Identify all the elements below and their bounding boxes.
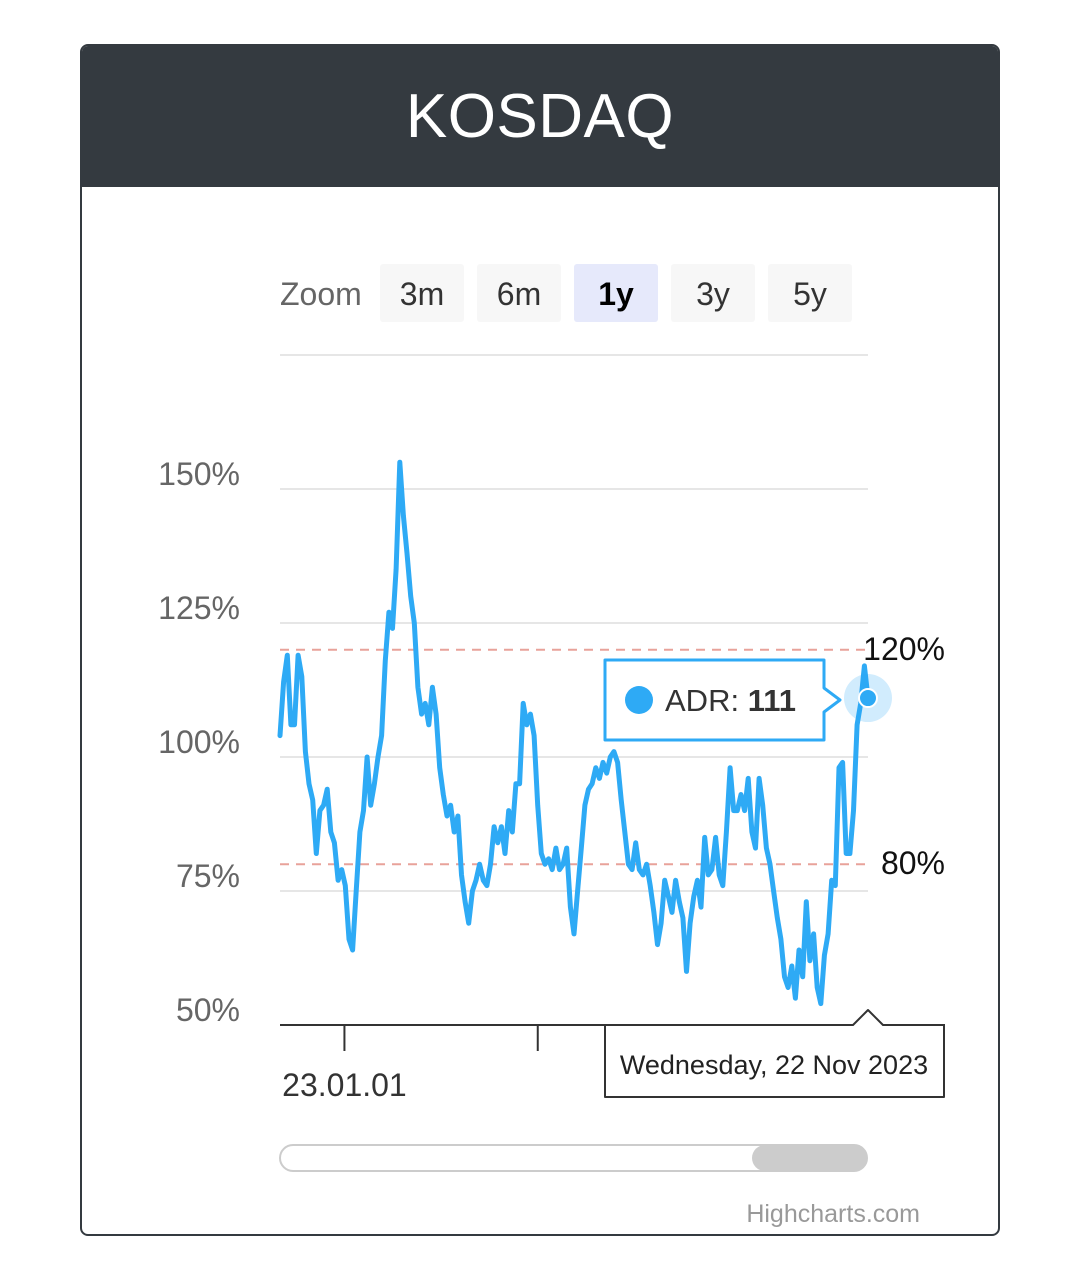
zoom-button-3m[interactable]: 3m [380, 264, 464, 322]
credits-link[interactable]: Highcharts.com [746, 1200, 920, 1228]
tooltip-series-name: ADR: [665, 683, 748, 718]
zoom-button-label: 6m [497, 276, 541, 312]
x-tick-label: 23.01.01 [282, 1067, 407, 1103]
tooltip: ADR: 111 [603, 658, 842, 742]
zoom-button-5y[interactable]: 5y [768, 264, 852, 322]
card-title: KOSDAQ [405, 82, 675, 151]
zoom-button-1y[interactable]: 1y [574, 264, 658, 322]
navigator-scrollbar[interactable] [279, 1144, 868, 1172]
zoom-button-label: 1y [598, 276, 634, 312]
card-header: KOSDAQ [82, 46, 998, 187]
plot-line-label: 80% [881, 845, 945, 881]
chart-card: KOSDAQ [80, 44, 1000, 1236]
y-tick-label: 100% [158, 724, 240, 760]
zoom-label: Zoom [280, 276, 362, 312]
zoom-button-3y[interactable]: 3y [671, 264, 755, 322]
zoom-button-label: 3m [400, 276, 444, 312]
tooltip-series-marker [625, 686, 653, 714]
hover-point[interactable] [858, 688, 878, 709]
tooltip-value: 111 [748, 683, 796, 718]
series-line-adr [277, 459, 871, 1007]
zoom-button-label: 5y [793, 276, 827, 312]
x-crosshair-date: Wednesday, 22 Nov 2023 [620, 1050, 928, 1080]
y-tick-label: 150% [158, 456, 240, 492]
plot-line-label: 120% [863, 631, 945, 667]
y-tick-label: 125% [158, 590, 240, 626]
y-tick-label: 50% [176, 992, 240, 1028]
x-crosshair-label: Wednesday, 22 Nov 2023 [604, 1009, 945, 1098]
zoom-button-label: 3y [696, 276, 730, 312]
scrollbar-thumb[interactable] [752, 1145, 867, 1171]
y-tick-label: 75% [176, 858, 240, 894]
tooltip-text: ADR: 111 [665, 683, 796, 718]
zoom-button-6m[interactable]: 6m [477, 264, 561, 322]
